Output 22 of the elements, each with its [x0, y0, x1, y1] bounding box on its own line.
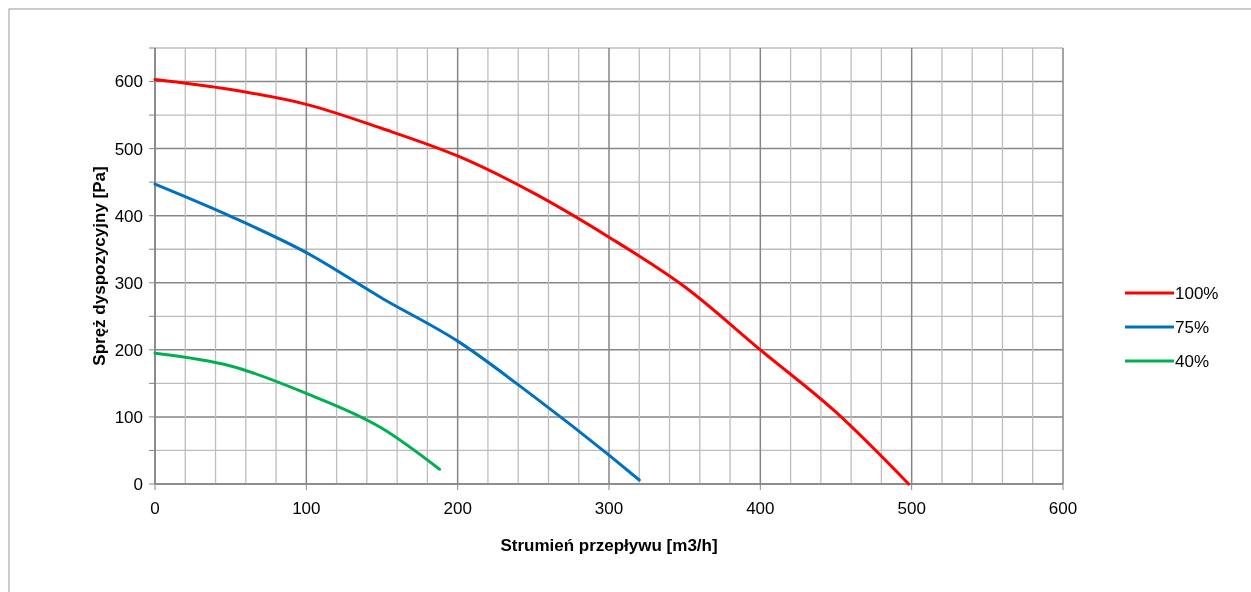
- x-axis-title: Strumień przepływu [m3/h]: [500, 536, 718, 555]
- line-series: [153, 78, 911, 486]
- line-series: [153, 351, 442, 471]
- y-tick-label: 100: [114, 407, 143, 427]
- x-tick-label: 100: [292, 499, 321, 518]
- y-tick-label: 600: [114, 72, 143, 92]
- y-tick-label: 0: [133, 474, 143, 494]
- legend-label: 100%: [1175, 283, 1219, 303]
- x-tick-label: 500: [897, 499, 926, 518]
- x-tick-label: 200: [443, 499, 472, 518]
- y-tick-label: 200: [114, 340, 143, 360]
- legend-label: 40%: [1175, 351, 1210, 371]
- x-tick-label: 0: [150, 499, 160, 518]
- x-tick-label: 300: [594, 499, 624, 518]
- y-tick-label: 500: [114, 139, 143, 159]
- x-tick-label: 600: [1048, 499, 1078, 518]
- legend-label: 75%: [1175, 317, 1210, 337]
- y-axis-title: Spręż dyspozycyjny [Pa]: [90, 166, 109, 366]
- y-tick-label: 300: [114, 273, 143, 293]
- y-tick-label: 400: [114, 206, 143, 226]
- line-series: [153, 182, 641, 482]
- x-tick-label: 400: [746, 499, 775, 518]
